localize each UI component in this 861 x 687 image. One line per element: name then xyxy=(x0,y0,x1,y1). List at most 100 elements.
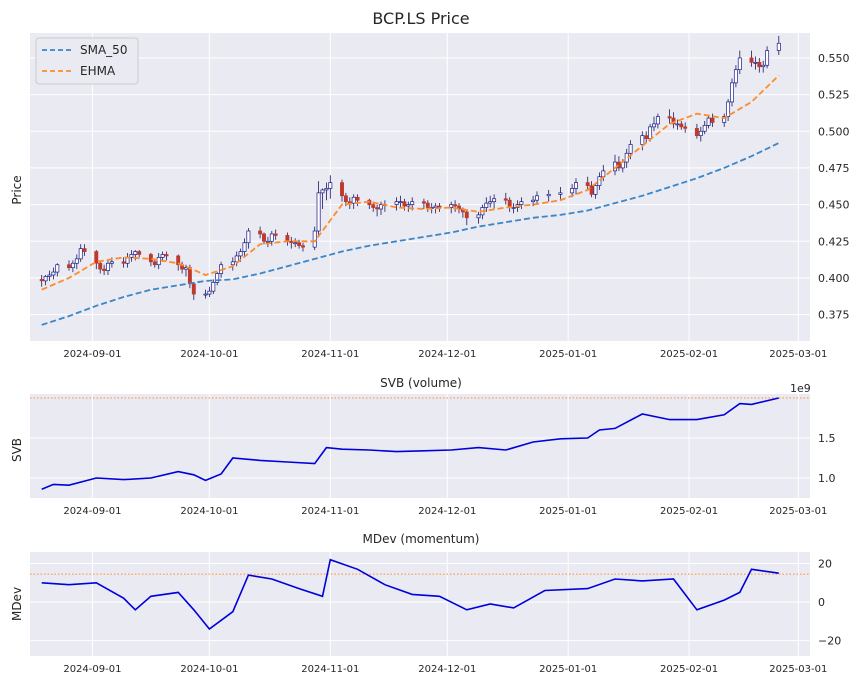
candle-up xyxy=(379,204,383,210)
candle-up xyxy=(640,135,645,145)
candle-up xyxy=(238,251,243,257)
candle-up xyxy=(211,281,216,292)
legend-ehma-label: EHMA xyxy=(80,64,116,78)
candle-up xyxy=(597,176,602,186)
svb-xticks: 2024-09-01 2024-10-01 2024-11-01 2024-12-01… xyxy=(63,506,827,517)
candle-down xyxy=(340,182,344,197)
candle-up xyxy=(601,170,606,178)
sma-50-line xyxy=(41,142,780,326)
candle-up xyxy=(394,201,399,205)
candle-down xyxy=(355,196,360,201)
candle-down xyxy=(585,182,590,186)
svb-chart-title: SVB (volume) xyxy=(380,376,462,390)
candle-up xyxy=(133,251,138,255)
x-tick-label: 2025-01-01 xyxy=(539,349,597,360)
candle-up xyxy=(312,230,317,248)
candle-up xyxy=(47,274,52,277)
x-tick-label: 2025-01-01 xyxy=(539,664,597,675)
candle-down xyxy=(176,255,181,266)
candle-down xyxy=(749,57,754,63)
x-tick-label: 2024-10-01 xyxy=(180,664,238,675)
candle-up xyxy=(761,64,766,68)
candle-down xyxy=(644,135,649,139)
svb-grid xyxy=(30,394,810,498)
candle-up xyxy=(156,257,161,266)
candle-up xyxy=(737,57,742,71)
x-tick-label: 2025-02-01 xyxy=(660,664,718,675)
x-tick-label: 2024-09-01 xyxy=(63,506,121,517)
candle-up xyxy=(320,189,325,194)
candle-up xyxy=(675,123,680,126)
candle-down xyxy=(121,261,126,264)
candle-down xyxy=(258,230,263,235)
candle-up xyxy=(535,195,539,201)
x-tick-label: 2024-11-01 xyxy=(301,664,359,675)
candle-up xyxy=(160,254,165,258)
mdev-line xyxy=(41,558,779,631)
candle-down xyxy=(94,251,99,264)
candle-up xyxy=(628,144,633,154)
x-tick-label: 2024-10-01 xyxy=(180,506,238,517)
candle-up xyxy=(753,61,758,64)
legend-sma-label: SMA_50 xyxy=(80,43,127,57)
y-tick-label: 0.375 xyxy=(818,309,850,322)
candle-up xyxy=(43,276,48,282)
candle-up xyxy=(78,248,83,260)
candle-down xyxy=(757,61,762,68)
x-tick-label: 2024-11-01 xyxy=(301,349,359,360)
candle-up xyxy=(570,188,575,194)
candle-down xyxy=(102,268,107,271)
y-tick-label: 0.525 xyxy=(818,89,850,102)
y-tick-label: −20 xyxy=(818,635,841,648)
candle-down xyxy=(453,204,458,207)
price-chart-title: BCP.LS Price xyxy=(372,9,469,28)
svb-panel: 1.01.5 2024-09-01 2024-10-01 2024-11-01 202… xyxy=(10,376,836,517)
candle-up xyxy=(51,271,56,276)
x-tick-label: 2024-10-01 xyxy=(180,349,238,360)
candle-up xyxy=(593,185,598,195)
candle-up xyxy=(269,233,274,242)
candle-down xyxy=(343,195,348,203)
price-yticks: 0.375 0.400 0.425 0.450 0.475 0.500 0.525 0.550 xyxy=(818,52,850,322)
svb-plot xyxy=(30,397,810,490)
candle-up xyxy=(706,117,711,126)
candle-up xyxy=(406,204,411,207)
mdev-plot xyxy=(30,558,810,631)
candle-up xyxy=(492,198,497,203)
y-tick-label: 0.425 xyxy=(818,235,850,248)
x-tick-label: 2024-12-01 xyxy=(418,506,476,517)
candle-down xyxy=(425,202,430,208)
price-plot xyxy=(39,35,781,326)
svb-offset-text: 1e9 xyxy=(790,382,811,395)
candle-up xyxy=(765,50,770,66)
x-tick-label: 2024-12-01 xyxy=(418,349,476,360)
candle-up xyxy=(488,201,493,204)
candle-up xyxy=(74,258,79,264)
candle-up xyxy=(531,199,536,203)
y-tick-label: 0.450 xyxy=(818,199,850,212)
candle-up xyxy=(702,125,707,132)
candle-down xyxy=(375,207,380,210)
candle-up xyxy=(410,201,415,205)
x-tick-label: 2024-09-01 xyxy=(63,664,121,675)
candle-up xyxy=(546,193,551,197)
y-tick-label: 0.500 xyxy=(818,125,850,138)
candle-up xyxy=(484,202,489,208)
candle-down xyxy=(464,211,469,219)
y-tick-label: 1.5 xyxy=(818,432,836,445)
candle-up xyxy=(293,242,298,245)
candle-down xyxy=(262,233,266,242)
candle-down xyxy=(402,201,407,207)
y-tick-label: 0.400 xyxy=(818,272,850,285)
x-tick-label: 2024-12-01 xyxy=(418,664,476,675)
candle-down xyxy=(671,117,676,125)
candle-up xyxy=(648,126,653,139)
candle-up xyxy=(574,182,578,189)
candle-up xyxy=(203,293,208,296)
candle-down xyxy=(710,117,715,123)
candle-down xyxy=(457,205,461,210)
candle-up xyxy=(234,255,239,263)
x-tick-label: 2025-03-01 xyxy=(769,664,827,675)
ehma-line xyxy=(41,74,780,291)
x-tick-label: 2025-02-01 xyxy=(660,349,718,360)
